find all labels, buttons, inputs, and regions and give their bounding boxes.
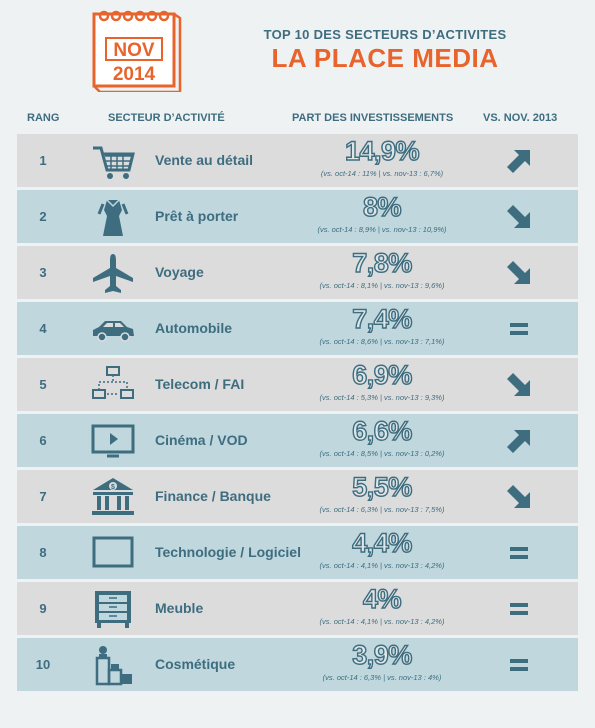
investment-share: 8% bbox=[362, 191, 402, 222]
table-row: 1 Vente au détail 14,9% (vs. oct-14 : 11% |… bbox=[17, 134, 578, 187]
cart-icon bbox=[93, 146, 135, 179]
trend-up-icon bbox=[507, 430, 530, 453]
investment-share: 4% bbox=[362, 583, 402, 614]
comparison-note: (vs. oct-14 : 4,1% | vs. nov-13 : 4,2%) bbox=[319, 561, 445, 570]
dresser-icon bbox=[95, 591, 131, 628]
page-title: LA PLACE MEDIA bbox=[271, 43, 499, 73]
column-header-rang: RANG bbox=[27, 112, 60, 124]
sector-name: Technologie / Logiciel bbox=[155, 544, 301, 560]
investment-share: 6,6% bbox=[352, 415, 413, 446]
rank-number: 1 bbox=[39, 153, 47, 168]
table-row: 10 Cosmétique 3,9% (vs. oct-14 : 6,3% | vs.… bbox=[17, 638, 578, 691]
sector-name: Prêt à porter bbox=[155, 208, 239, 224]
table-row: 4 Automobile 7,4% (vs. oct-14 : 8,6% | vs. … bbox=[17, 302, 578, 355]
comparison-note: (vs. oct-14 : 8,5% | vs. nov-13 : 0,2%) bbox=[319, 449, 445, 458]
rank-number: 2 bbox=[39, 209, 47, 224]
bank-icon: $ bbox=[92, 478, 134, 515]
comparison-note: (vs. oct-14 : 8,9% | vs. nov-13 : 10,9%) bbox=[317, 225, 447, 234]
rank-number: 8 bbox=[39, 545, 47, 560]
investment-share: 4,4% bbox=[352, 527, 413, 558]
rank-number: 7 bbox=[39, 489, 47, 504]
column-header-part: PART DES INVESTISSEMENTS bbox=[292, 112, 454, 124]
rank-number: 5 bbox=[39, 377, 47, 392]
rank-number: 9 bbox=[39, 601, 47, 616]
header-subtitle: TOP 10 DES SECTEURS D’ACTIVITES bbox=[263, 27, 507, 42]
tv-icon bbox=[91, 424, 135, 458]
calendar-icon: NOV 2014 bbox=[92, 10, 182, 92]
cosmetics-icon bbox=[95, 646, 132, 686]
table-row: 7 $ Finance / Banque 5,5% (vs. oct-14 : 6,3%… bbox=[17, 470, 578, 523]
trend-equal-icon bbox=[510, 547, 528, 559]
plane-icon bbox=[93, 254, 133, 293]
rank-number: 6 bbox=[39, 433, 47, 448]
investment-share: 7,8% bbox=[352, 247, 413, 278]
investment-share: 6,9% bbox=[352, 359, 413, 390]
investment-share: 5,5% bbox=[352, 471, 413, 502]
sector-name: Telecom / FAI bbox=[155, 376, 245, 392]
trend-down-icon bbox=[507, 485, 530, 508]
rank-number: 4 bbox=[39, 321, 47, 336]
trend-down-icon bbox=[507, 205, 530, 228]
sector-name: Finance / Banque bbox=[155, 488, 271, 504]
comparison-note: (vs. oct-14 : 6,3% | vs. nov-13 : 4%) bbox=[322, 673, 442, 682]
column-header-vs: VS. NOV. 2013 bbox=[483, 112, 558, 124]
sector-name: Meuble bbox=[155, 600, 204, 616]
trend-down-icon bbox=[507, 373, 530, 396]
sector-name: Voyage bbox=[155, 264, 204, 280]
sector-name: Cosmétique bbox=[155, 656, 236, 672]
calendar-year: 2014 bbox=[113, 64, 156, 85]
sector-name: Cinéma / VOD bbox=[155, 432, 248, 448]
comparison-note: (vs. oct-14 : 6,3% | vs. nov-13 : 7,5%) bbox=[319, 505, 445, 514]
rank-number: 10 bbox=[35, 657, 51, 672]
trend-down-icon bbox=[507, 261, 530, 284]
calendar-month: NOV bbox=[113, 40, 155, 61]
comparison-note: (vs. oct-14 : 11% | vs. nov-13 : 6,7%) bbox=[320, 169, 444, 178]
trend-up-icon bbox=[507, 150, 530, 173]
network-icon bbox=[92, 366, 134, 399]
comparison-note: (vs. oct-14 : 8,6% | vs. nov-13 : 7,1%) bbox=[319, 337, 445, 346]
table-row: 8 Technologie / Logiciel 4,4% (vs. oct-14 :… bbox=[17, 526, 578, 579]
dress-icon bbox=[97, 199, 129, 236]
table-row: 9 Meuble 4% (vs. oct-14 : 4,1% | vs. nov-13… bbox=[17, 582, 578, 635]
investment-share: 7,4% bbox=[352, 303, 413, 334]
comparison-note: (vs. oct-14 : 5,3% | vs. nov-13 : 9,3%) bbox=[319, 393, 445, 402]
comparison-note: (vs. oct-14 : 8,1% | vs. nov-13 : 9,6%) bbox=[319, 281, 445, 290]
svg-text:$: $ bbox=[111, 484, 115, 491]
comparison-note: (vs. oct-14 : 4,1% | vs. nov-13 : 4,2%) bbox=[319, 617, 445, 626]
trend-equal-icon bbox=[510, 659, 528, 671]
table-row: 3 Voyage 7,8% (vs. oct-14 : 8,1% | vs. nov-… bbox=[17, 246, 578, 299]
car-icon bbox=[93, 321, 134, 342]
rank-number: 3 bbox=[39, 265, 47, 280]
investment-share: 3,9% bbox=[352, 639, 413, 670]
trend-equal-icon bbox=[510, 323, 528, 335]
sector-name: Automobile bbox=[155, 320, 232, 336]
table-row: 2 Prêt à porter 8% (vs. oct-14 : 8,9% | vs.… bbox=[17, 190, 578, 243]
column-header-secteur: SECTEUR D’ACTIVITÉ bbox=[108, 112, 225, 124]
table-row: 5 Telecom / FAI 6,9% (vs. oct-14 : 5,3% | v… bbox=[17, 358, 578, 411]
investment-share: 14,9% bbox=[344, 135, 420, 166]
table-row: 6 Cinéma / VOD 6,6% (vs. oct-14 : 8,5% | vs… bbox=[17, 414, 578, 467]
sector-name: Vente au détail bbox=[155, 152, 254, 168]
trend-equal-icon bbox=[510, 603, 528, 615]
screen-icon bbox=[92, 536, 134, 568]
